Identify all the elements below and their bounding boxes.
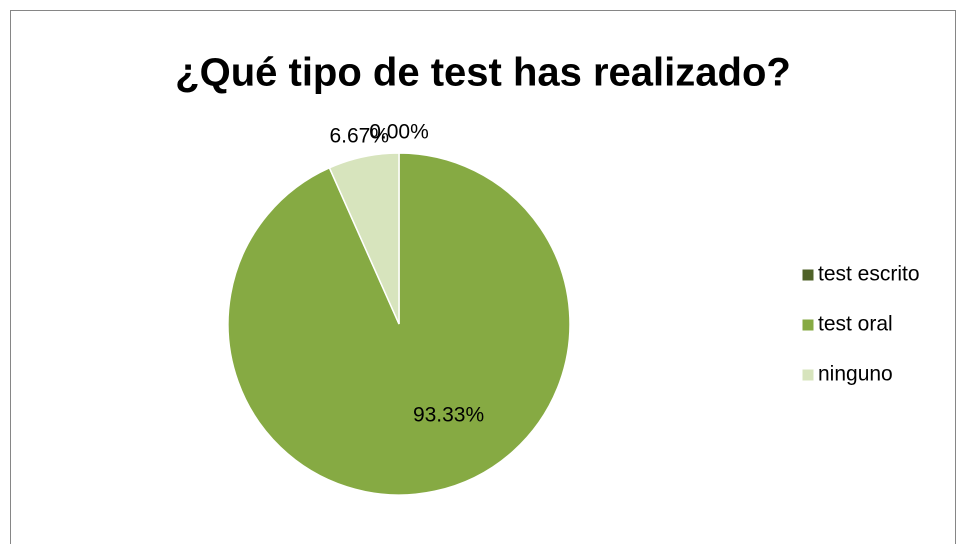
legend-label: test oral <box>818 313 893 336</box>
data-label: 0.00% <box>369 121 429 144</box>
data-label: 93.33% <box>413 404 484 427</box>
legend-swatch <box>801 368 815 382</box>
legend-swatch <box>801 318 815 332</box>
legend-label: test escrito <box>818 263 920 286</box>
legend-label: ninguno <box>818 363 893 386</box>
chart-title: ¿Qué tipo de test has realizado? <box>175 51 791 95</box>
data-label: 6.67% <box>329 125 389 148</box>
pie-slice <box>328 152 400 325</box>
legend-swatch <box>801 268 815 282</box>
